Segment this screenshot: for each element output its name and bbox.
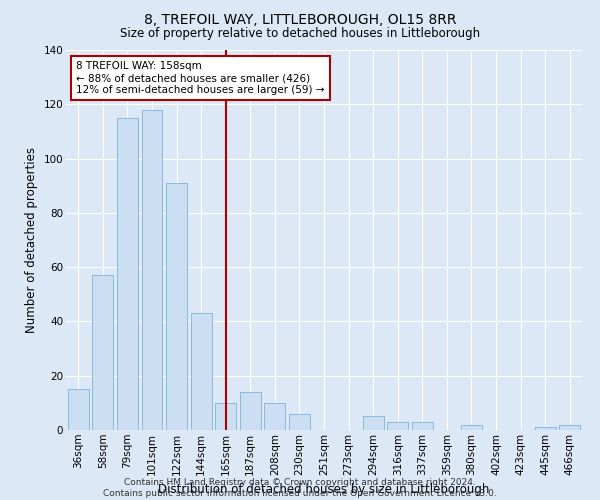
Bar	[535, 428, 556, 430]
Bar	[412, 422, 433, 430]
Bar	[215, 403, 236, 430]
Text: 8, TREFOIL WAY, LITTLEBOROUGH, OL15 8RR: 8, TREFOIL WAY, LITTLEBOROUGH, OL15 8RR	[144, 12, 456, 26]
Bar	[191, 314, 212, 430]
Bar	[92, 276, 113, 430]
Y-axis label: Number of detached properties: Number of detached properties	[25, 147, 38, 333]
Bar	[240, 392, 261, 430]
Bar	[461, 424, 482, 430]
Text: Contains HM Land Registry data © Crown copyright and database right 2024.
Contai: Contains HM Land Registry data © Crown c…	[103, 478, 497, 498]
Bar	[559, 424, 580, 430]
Bar	[68, 390, 89, 430]
Bar	[117, 118, 138, 430]
Bar	[387, 422, 408, 430]
Text: Size of property relative to detached houses in Littleborough: Size of property relative to detached ho…	[120, 28, 480, 40]
X-axis label: Distribution of detached houses by size in Littleborough: Distribution of detached houses by size …	[158, 483, 490, 496]
Bar	[142, 110, 163, 430]
Text: 8 TREFOIL WAY: 158sqm
← 88% of detached houses are smaller (426)
12% of semi-det: 8 TREFOIL WAY: 158sqm ← 88% of detached …	[76, 62, 325, 94]
Bar	[265, 403, 286, 430]
Bar	[289, 414, 310, 430]
Bar	[166, 183, 187, 430]
Bar	[362, 416, 383, 430]
